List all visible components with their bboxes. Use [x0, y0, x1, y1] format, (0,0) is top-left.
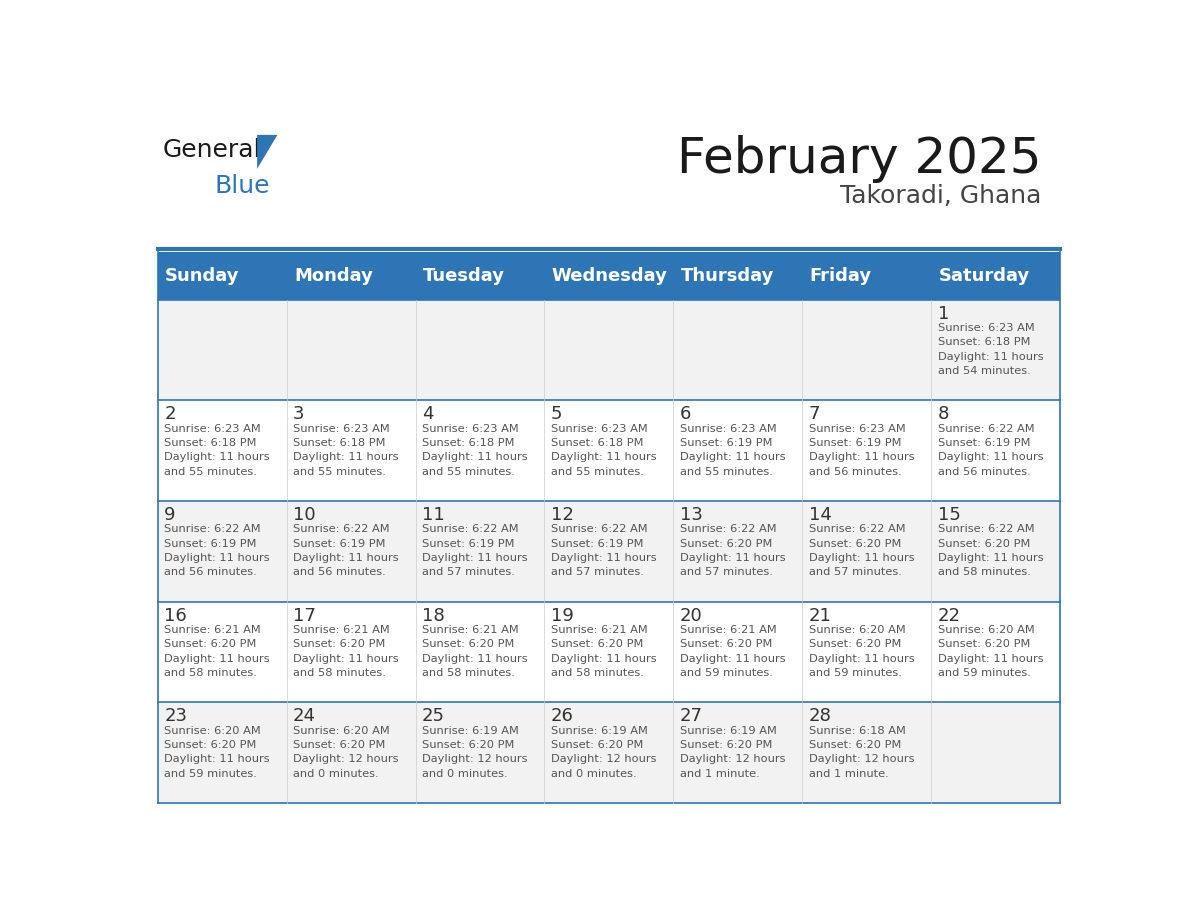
Text: Sunrise: 6:20 AM
Sunset: 6:20 PM
Daylight: 12 hours
and 0 minutes.: Sunrise: 6:20 AM Sunset: 6:20 PM Dayligh… [293, 725, 398, 778]
Text: Sunday: Sunday [165, 266, 240, 285]
Text: Sunrise: 6:18 AM
Sunset: 6:20 PM
Daylight: 12 hours
and 1 minute.: Sunrise: 6:18 AM Sunset: 6:20 PM Dayligh… [809, 725, 914, 778]
Text: 11: 11 [422, 506, 444, 524]
Text: Sunrise: 6:23 AM
Sunset: 6:18 PM
Daylight: 11 hours
and 55 minutes.: Sunrise: 6:23 AM Sunset: 6:18 PM Dayligh… [164, 423, 270, 476]
Text: Wednesday: Wednesday [551, 266, 668, 285]
Text: Sunrise: 6:22 AM
Sunset: 6:20 PM
Daylight: 11 hours
and 58 minutes.: Sunrise: 6:22 AM Sunset: 6:20 PM Dayligh… [937, 524, 1043, 577]
Text: 23: 23 [164, 707, 188, 725]
Text: Sunrise: 6:19 AM
Sunset: 6:20 PM
Daylight: 12 hours
and 1 minute.: Sunrise: 6:19 AM Sunset: 6:20 PM Dayligh… [680, 725, 785, 778]
Text: Monday: Monday [293, 266, 373, 285]
Text: Sunrise: 6:23 AM
Sunset: 6:18 PM
Daylight: 11 hours
and 55 minutes.: Sunrise: 6:23 AM Sunset: 6:18 PM Dayligh… [293, 423, 399, 476]
Text: Takoradi, Ghana: Takoradi, Ghana [840, 185, 1042, 208]
Text: 14: 14 [809, 506, 832, 524]
Text: 10: 10 [293, 506, 316, 524]
Text: 15: 15 [937, 506, 960, 524]
Polygon shape [257, 135, 278, 169]
Text: Sunrise: 6:20 AM
Sunset: 6:20 PM
Daylight: 11 hours
and 59 minutes.: Sunrise: 6:20 AM Sunset: 6:20 PM Dayligh… [164, 725, 270, 778]
Text: 3: 3 [293, 405, 304, 423]
Text: Sunrise: 6:23 AM
Sunset: 6:19 PM
Daylight: 11 hours
and 56 minutes.: Sunrise: 6:23 AM Sunset: 6:19 PM Dayligh… [809, 423, 915, 476]
Text: Sunrise: 6:22 AM
Sunset: 6:20 PM
Daylight: 11 hours
and 57 minutes.: Sunrise: 6:22 AM Sunset: 6:20 PM Dayligh… [809, 524, 915, 577]
Text: Sunrise: 6:21 AM
Sunset: 6:20 PM
Daylight: 11 hours
and 58 minutes.: Sunrise: 6:21 AM Sunset: 6:20 PM Dayligh… [422, 625, 527, 678]
Text: 12: 12 [551, 506, 574, 524]
Text: 2: 2 [164, 405, 176, 423]
Bar [158, 601, 1060, 702]
Text: Sunrise: 6:23 AM
Sunset: 6:18 PM
Daylight: 11 hours
and 55 minutes.: Sunrise: 6:23 AM Sunset: 6:18 PM Dayligh… [551, 423, 657, 476]
Text: Sunrise: 6:20 AM
Sunset: 6:20 PM
Daylight: 11 hours
and 59 minutes.: Sunrise: 6:20 AM Sunset: 6:20 PM Dayligh… [809, 625, 915, 678]
Text: 13: 13 [680, 506, 702, 524]
Text: 24: 24 [293, 707, 316, 725]
Text: Tuesday: Tuesday [423, 266, 505, 285]
Text: Sunrise: 6:22 AM
Sunset: 6:19 PM
Daylight: 11 hours
and 56 minutes.: Sunrise: 6:22 AM Sunset: 6:19 PM Dayligh… [937, 423, 1043, 476]
Text: Thursday: Thursday [681, 266, 775, 285]
Text: Sunrise: 6:22 AM
Sunset: 6:20 PM
Daylight: 11 hours
and 57 minutes.: Sunrise: 6:22 AM Sunset: 6:20 PM Dayligh… [680, 524, 785, 577]
Text: Sunrise: 6:22 AM
Sunset: 6:19 PM
Daylight: 11 hours
and 56 minutes.: Sunrise: 6:22 AM Sunset: 6:19 PM Dayligh… [293, 524, 399, 577]
Text: 16: 16 [164, 607, 187, 624]
Text: 9: 9 [164, 506, 176, 524]
Text: 7: 7 [809, 405, 820, 423]
Text: Sunrise: 6:22 AM
Sunset: 6:19 PM
Daylight: 11 hours
and 56 minutes.: Sunrise: 6:22 AM Sunset: 6:19 PM Dayligh… [164, 524, 270, 577]
Text: Sunrise: 6:23 AM
Sunset: 6:18 PM
Daylight: 11 hours
and 54 minutes.: Sunrise: 6:23 AM Sunset: 6:18 PM Dayligh… [937, 323, 1043, 376]
Bar [158, 501, 1060, 601]
Text: Sunrise: 6:22 AM
Sunset: 6:19 PM
Daylight: 11 hours
and 57 minutes.: Sunrise: 6:22 AM Sunset: 6:19 PM Dayligh… [551, 524, 657, 577]
Text: 22: 22 [937, 607, 961, 624]
Text: 8: 8 [937, 405, 949, 423]
Text: Sunrise: 6:19 AM
Sunset: 6:20 PM
Daylight: 12 hours
and 0 minutes.: Sunrise: 6:19 AM Sunset: 6:20 PM Dayligh… [422, 725, 527, 778]
Bar [158, 299, 1060, 400]
Text: 27: 27 [680, 707, 703, 725]
Text: 26: 26 [551, 707, 574, 725]
Text: 1: 1 [937, 305, 949, 322]
Text: Sunrise: 6:23 AM
Sunset: 6:19 PM
Daylight: 11 hours
and 55 minutes.: Sunrise: 6:23 AM Sunset: 6:19 PM Dayligh… [680, 423, 785, 476]
Text: Sunrise: 6:21 AM
Sunset: 6:20 PM
Daylight: 11 hours
and 58 minutes.: Sunrise: 6:21 AM Sunset: 6:20 PM Dayligh… [551, 625, 657, 678]
Text: Friday: Friday [809, 266, 872, 285]
Text: 17: 17 [293, 607, 316, 624]
Text: Blue: Blue [215, 174, 271, 197]
Text: February 2025: February 2025 [677, 135, 1042, 183]
Text: Sunrise: 6:19 AM
Sunset: 6:20 PM
Daylight: 12 hours
and 0 minutes.: Sunrise: 6:19 AM Sunset: 6:20 PM Dayligh… [551, 725, 656, 778]
Bar [158, 400, 1060, 501]
Text: 5: 5 [551, 405, 562, 423]
Text: 4: 4 [422, 405, 434, 423]
Text: Sunrise: 6:21 AM
Sunset: 6:20 PM
Daylight: 11 hours
and 58 minutes.: Sunrise: 6:21 AM Sunset: 6:20 PM Dayligh… [293, 625, 399, 678]
Text: 6: 6 [680, 405, 691, 423]
Text: 18: 18 [422, 607, 444, 624]
Text: Sunrise: 6:20 AM
Sunset: 6:20 PM
Daylight: 11 hours
and 59 minutes.: Sunrise: 6:20 AM Sunset: 6:20 PM Dayligh… [937, 625, 1043, 678]
Text: Sunrise: 6:23 AM
Sunset: 6:18 PM
Daylight: 11 hours
and 55 minutes.: Sunrise: 6:23 AM Sunset: 6:18 PM Dayligh… [422, 423, 527, 476]
Text: 28: 28 [809, 707, 832, 725]
Text: Sunrise: 6:21 AM
Sunset: 6:20 PM
Daylight: 11 hours
and 59 minutes.: Sunrise: 6:21 AM Sunset: 6:20 PM Dayligh… [680, 625, 785, 678]
Bar [158, 702, 1060, 803]
Text: 21: 21 [809, 607, 832, 624]
Text: General: General [163, 139, 261, 162]
Text: 20: 20 [680, 607, 702, 624]
Text: Saturday: Saturday [939, 266, 1030, 285]
Text: Sunrise: 6:21 AM
Sunset: 6:20 PM
Daylight: 11 hours
and 58 minutes.: Sunrise: 6:21 AM Sunset: 6:20 PM Dayligh… [164, 625, 270, 678]
Text: 25: 25 [422, 707, 446, 725]
Bar [158, 252, 1060, 299]
Text: 19: 19 [551, 607, 574, 624]
Text: Sunrise: 6:22 AM
Sunset: 6:19 PM
Daylight: 11 hours
and 57 minutes.: Sunrise: 6:22 AM Sunset: 6:19 PM Dayligh… [422, 524, 527, 577]
